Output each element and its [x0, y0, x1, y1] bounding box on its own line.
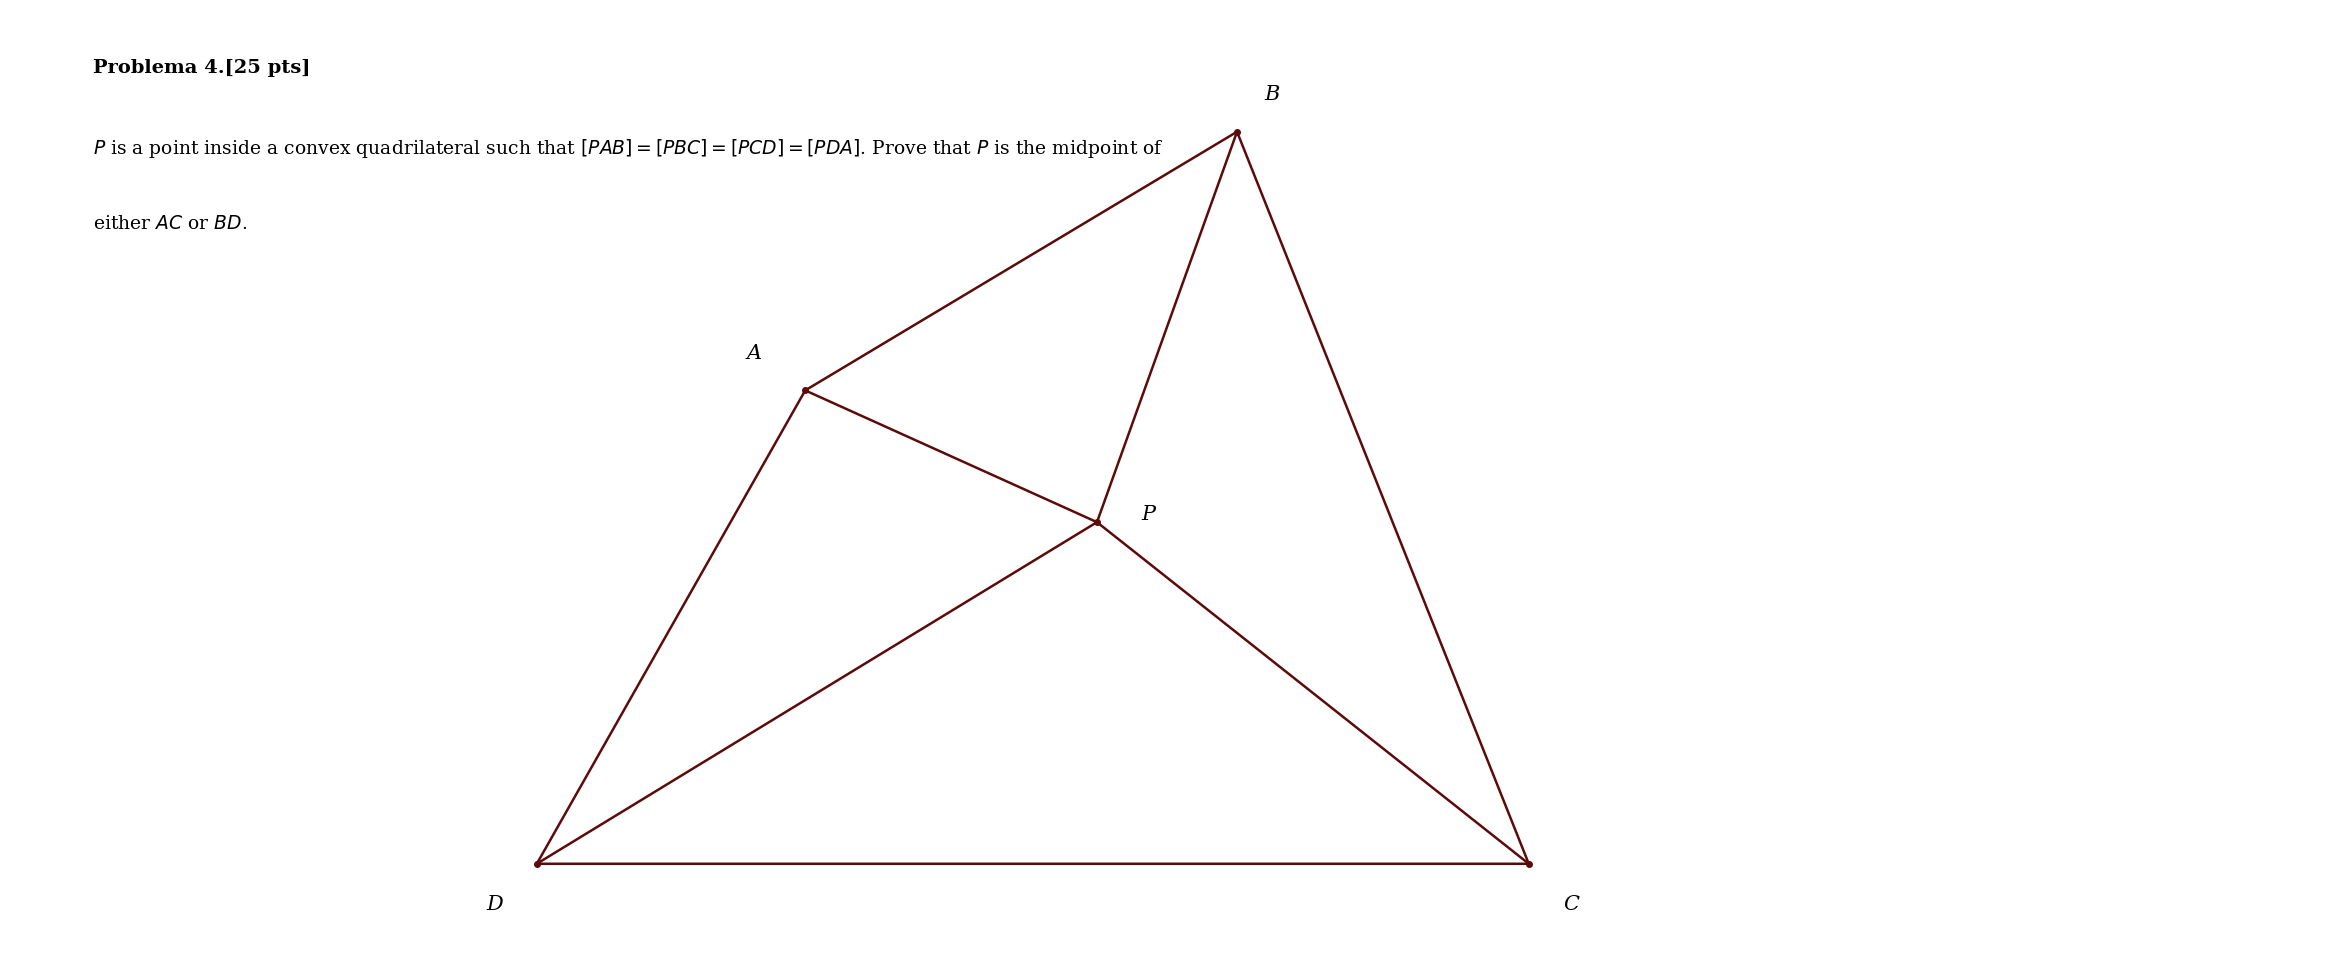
Text: Problema 4.[25 pts]: Problema 4.[25 pts] [93, 59, 310, 76]
Text: A: A [747, 344, 761, 363]
Text: B: B [1265, 85, 1279, 104]
Text: either $AC$ or $BD$.: either $AC$ or $BD$. [93, 215, 247, 232]
Text: $P$ is a point inside a convex quadrilateral such that $[PAB] = [PBC] = [PCD] = : $P$ is a point inside a convex quadrilat… [93, 137, 1165, 160]
Text: P: P [1141, 505, 1155, 524]
Text: C: C [1564, 895, 1578, 915]
Text: D: D [485, 895, 504, 915]
